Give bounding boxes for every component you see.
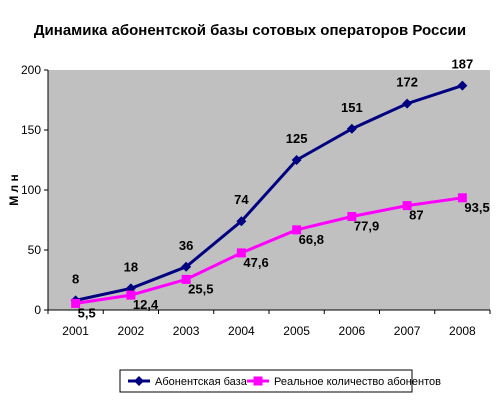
y-tick-label: 0 bbox=[34, 303, 41, 317]
data-label: 87 bbox=[409, 208, 423, 223]
legend: Абонентская база Реальное количество абон… bbox=[119, 369, 441, 393]
data-label: 18 bbox=[124, 259, 138, 274]
data-label: 93,5 bbox=[464, 200, 489, 215]
data-label: 8 bbox=[72, 271, 79, 286]
data-label: 187 bbox=[452, 57, 474, 72]
x-tick-label: 2007 bbox=[394, 324, 421, 338]
y-axis-label: М л н bbox=[7, 174, 21, 206]
x-tick-label: 2002 bbox=[118, 324, 145, 338]
chart-title: Динамика абонентской базы сотовых операт… bbox=[34, 22, 466, 39]
data-point bbox=[346, 123, 357, 134]
data-label: 74 bbox=[234, 192, 249, 207]
y-tick-label: 50 bbox=[28, 243, 42, 257]
data-point bbox=[181, 261, 192, 272]
y-tick-label: 150 bbox=[21, 123, 41, 137]
data-point bbox=[236, 216, 247, 227]
series-line bbox=[75, 196, 463, 305]
data-point bbox=[402, 98, 413, 109]
data-label: 25,5 bbox=[188, 281, 213, 296]
x-tick-label: 2003 bbox=[173, 324, 200, 338]
data-point bbox=[347, 212, 357, 222]
legend-marker bbox=[134, 376, 144, 386]
x-tick-label: 2005 bbox=[283, 324, 310, 338]
data-label: 47,6 bbox=[243, 255, 268, 270]
y-axis: 0 50 100 150 200 bbox=[21, 63, 49, 317]
data-label: 36 bbox=[179, 238, 193, 253]
data-label: 77,9 bbox=[354, 219, 379, 234]
x-tick-label: 2006 bbox=[339, 324, 366, 338]
legend-marker bbox=[253, 376, 263, 386]
data-point bbox=[126, 290, 136, 300]
x-tick-label: 2001 bbox=[62, 324, 89, 338]
data-label: 66,8 bbox=[299, 232, 324, 247]
data-label: 5,5 bbox=[78, 305, 96, 320]
x-axis: 2001 2002 2003 2004 2005 2006 2007 2008 bbox=[47, 309, 491, 338]
data-label: 12,4 bbox=[133, 297, 159, 312]
legend-label: Реальное количество абонентов bbox=[274, 376, 441, 388]
data-label: 125 bbox=[286, 131, 308, 146]
series-group: 8 18 36 74 125 151 172 187 5,5 12,4 25,5 47,6 66,8 77… bbox=[70, 57, 490, 320]
data-point bbox=[457, 80, 468, 91]
data-point bbox=[292, 225, 302, 235]
y-tick-label: 100 bbox=[21, 183, 41, 197]
legend-label: Абонентская база bbox=[155, 376, 248, 388]
data-point bbox=[291, 155, 302, 165]
y-tick-label: 200 bbox=[21, 63, 41, 77]
data-point bbox=[71, 298, 81, 308]
data-label: 172 bbox=[396, 75, 418, 90]
series-line bbox=[75, 84, 463, 302]
data-point bbox=[402, 201, 412, 211]
data-point bbox=[457, 193, 467, 203]
series-2: 5,5 12,4 25,5 47,6 66,8 77,9 87 93,5 bbox=[71, 193, 490, 320]
data-label: 151 bbox=[341, 100, 363, 115]
x-tick-label: 2008 bbox=[449, 324, 476, 338]
data-point bbox=[236, 248, 246, 258]
data-point bbox=[181, 274, 191, 284]
x-tick-label: 2004 bbox=[228, 324, 255, 338]
series-1: 8 18 36 74 125 151 172 187 bbox=[70, 57, 474, 306]
